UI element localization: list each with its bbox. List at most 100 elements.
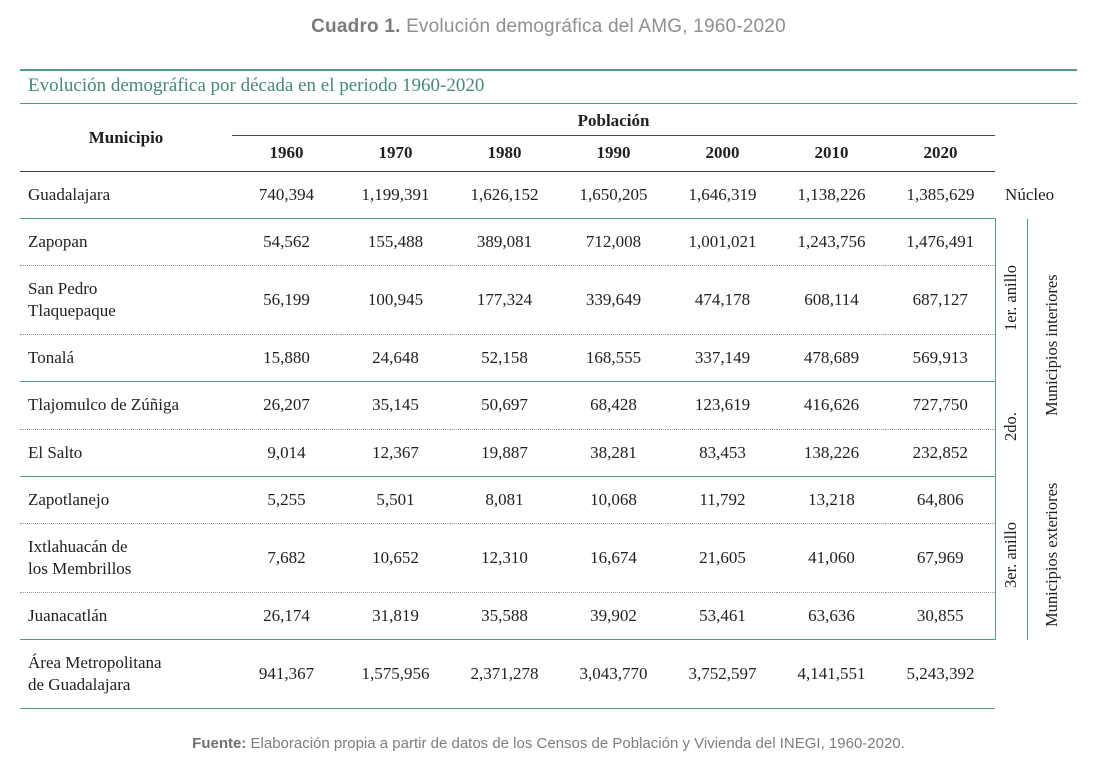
population-value: 3,043,770 — [559, 639, 668, 710]
population-value: 7,682 — [232, 522, 341, 593]
population-value: 26,174 — [232, 591, 341, 640]
column-header-year: 1970 — [341, 135, 450, 172]
population-value: 16,674 — [559, 522, 668, 593]
population-value: 19,887 — [450, 428, 559, 477]
table-row: Juanacatlán 26,174 31,819 35,588 39,902 … — [20, 591, 1077, 640]
population-value: 35,145 — [341, 381, 450, 430]
population-value: 10,068 — [559, 475, 668, 524]
population-value: 5,243,392 — [886, 639, 996, 710]
population-value: 9,014 — [232, 428, 341, 477]
group-label-third-ring-text: 3er. anillo — [1000, 522, 1020, 589]
population-value: 54,562 — [232, 218, 341, 266]
source-label: Fuente: — [192, 735, 247, 753]
population-value: 13,218 — [777, 475, 886, 524]
column-header-year: 1990 — [559, 135, 668, 172]
population-value: 5,501 — [341, 475, 450, 524]
annotation-spacer — [995, 640, 1077, 709]
population-value: 12,367 — [341, 428, 450, 477]
group-label-second-ring: 2do. — [994, 381, 1028, 477]
population-value: 100,945 — [341, 265, 450, 335]
municipality-name: Tonalá — [20, 334, 232, 382]
population-value: 26,207 — [232, 381, 341, 430]
population-value: 24,648 — [341, 334, 450, 382]
municipality-name: Ixtlahuacán de los Membrillos — [20, 522, 232, 593]
group-label-nucleo: Núcleo — [1005, 185, 1055, 205]
population-value: 712,008 — [559, 218, 668, 266]
population-value: 8,081 — [450, 475, 559, 524]
table-row: El Salto 9,014 12,367 19,887 38,281 83,4… — [20, 428, 1077, 477]
population-value: 232,852 — [886, 428, 996, 477]
population-value: 67,969 — [886, 522, 996, 593]
population-value: 30,855 — [886, 591, 996, 640]
group-label-interior-text: Municipios interiores — [1042, 274, 1062, 416]
municipality-name: Área Metropolitana de Guadalajara — [20, 639, 232, 710]
population-value: 177,324 — [450, 265, 559, 335]
table-row: San Pedro Tlaquepaque 56,199 100,945 177… — [20, 265, 1077, 335]
population-value: 64,806 — [886, 475, 996, 524]
population-value: 31,819 — [341, 591, 450, 640]
population-value: 38,281 — [559, 428, 668, 477]
population-value: 15,880 — [232, 334, 341, 382]
population-value: 39,902 — [559, 591, 668, 640]
population-value: 1,385,629 — [906, 185, 975, 204]
column-header-municipio: Municipio — [20, 104, 232, 172]
group-label-second-ring-text: 2do. — [1000, 412, 1020, 441]
figure-title-text: Evolución demográfica del AMG, 1960-2020 — [406, 16, 786, 37]
population-value: 608,114 — [777, 265, 886, 335]
population-value: 83,453 — [668, 428, 777, 477]
municipality-name: Zapopan — [20, 218, 232, 266]
population-value: 1,650,205 — [579, 185, 648, 204]
population-value: 4,141,551 — [777, 639, 886, 710]
population-value: 5,255 — [232, 475, 341, 524]
population-value: 68,428 — [559, 381, 668, 430]
population-value: 21,605 — [668, 522, 777, 593]
population-value: 416,626 — [777, 381, 886, 430]
population-value: 123,619 — [668, 381, 777, 430]
population-value: 1,626,152 — [470, 185, 539, 204]
population-value: 389,081 — [450, 218, 559, 266]
population-table: Municipio Población 1960 1970 1980 1990 … — [20, 104, 1078, 710]
population-value: 12,310 — [450, 522, 559, 593]
population-value: 63,636 — [777, 591, 886, 640]
municipality-name: Tlajomulco de Zúñiga — [20, 381, 232, 430]
municipality-name: Guadalajara — [28, 185, 111, 204]
group-label-first-ring-text: 1er. anillo — [1000, 264, 1020, 331]
figure-title: Cuadro 1. Evolución demográfica del AMG,… — [20, 0, 1077, 38]
population-value: 740,394 — [258, 185, 315, 204]
table-row: Guadalajara 740,394 1,199,391 1,626,152 … — [20, 172, 1077, 219]
column-header-year: 1960 — [232, 135, 341, 172]
population-value: 569,913 — [886, 334, 996, 382]
population-value: 53,461 — [668, 591, 777, 640]
table-row: Tlajomulco de Zúñiga 26,207 35,145 50,69… — [20, 381, 1077, 477]
population-value: 1,199,391 — [361, 185, 430, 204]
table-row: Zapopan 54,562 155,488 389,081 712,008 1… — [20, 218, 1078, 477]
municipality-name: El Salto — [20, 428, 232, 477]
figure-title-label: Cuadro 1. — [311, 16, 401, 37]
population-value: 339,649 — [559, 265, 668, 335]
population-value: 1,575,956 — [341, 639, 450, 710]
population-value: 474,178 — [668, 265, 777, 335]
population-value: 41,060 — [777, 522, 886, 593]
population-value: 1,138,226 — [797, 185, 866, 204]
source-text: Elaboración propia a partir de datos de … — [250, 735, 905, 753]
table-row-total: Área Metropolitana de Guadalajara 941,36… — [20, 639, 1077, 710]
population-value: 56,199 — [232, 265, 341, 335]
table-year-header-row: 1960 1970 1980 1990 2000 2010 2020 — [20, 135, 1077, 172]
population-value: 727,750 — [886, 381, 996, 430]
column-header-year: 2010 — [777, 135, 886, 172]
population-value: 3,752,597 — [668, 639, 777, 710]
population-value: 337,149 — [668, 334, 777, 382]
table-row: Zapotlanejo 5,255 5,501 8,081 10,068 11,… — [20, 475, 1078, 640]
column-header-poblacion: Población — [232, 104, 996, 136]
group-label-exterior-text: Municipios exteriores — [1042, 483, 1062, 628]
population-value: 10,652 — [341, 522, 450, 593]
table-header-row: Municipio Población — [20, 104, 1077, 172]
column-header-year: 2020 — [886, 135, 996, 172]
column-header-year: 2000 — [668, 135, 777, 172]
population-value: 478,689 — [777, 334, 886, 382]
group-label-third-ring: 3er. anillo — [994, 476, 1028, 640]
population-value: 35,588 — [450, 591, 559, 640]
header-spacer — [995, 104, 1077, 172]
table-band-title: Evolución demográfica por década en el p… — [20, 69, 1077, 104]
